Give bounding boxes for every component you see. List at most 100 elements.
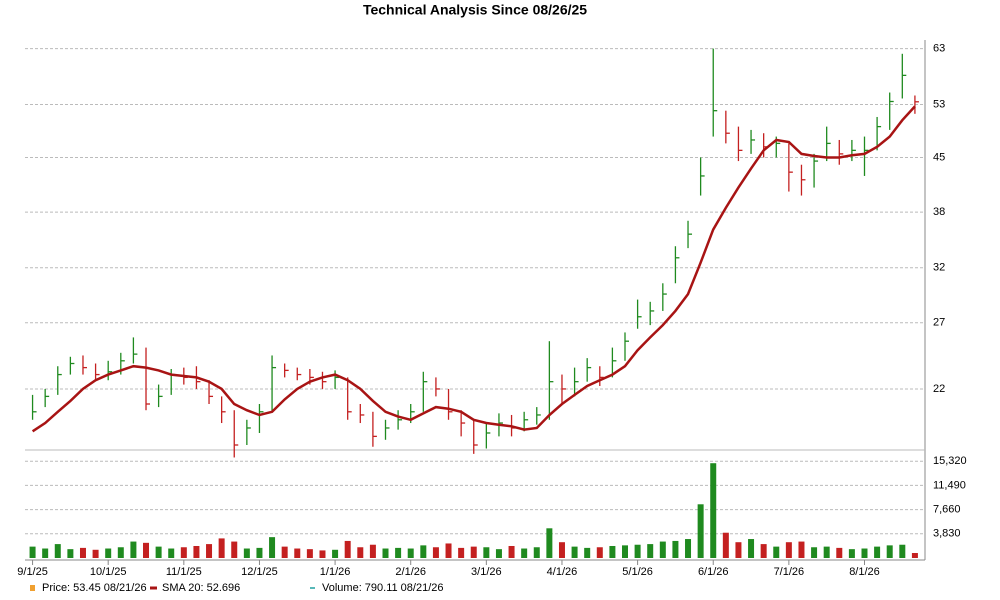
volume-bar [785, 542, 792, 558]
volume-bar [722, 532, 729, 558]
x-tick-label: 12/1/25 [241, 566, 278, 578]
volume-bar [243, 548, 250, 558]
volume-bar [458, 547, 465, 558]
x-tick-label: 7/1/26 [774, 566, 805, 578]
volume-bar [432, 547, 439, 558]
volume-bar [193, 545, 200, 558]
volume-bar [180, 547, 187, 558]
volume-bar [79, 547, 86, 558]
volume-bar [874, 546, 881, 558]
volume-bar [773, 546, 780, 558]
legend-label: Price: 53.45 08/21/26 [42, 582, 147, 594]
x-tick-label: 2/1/26 [395, 566, 426, 578]
volume-bar [294, 548, 301, 558]
volume-bar [206, 544, 213, 558]
volume-bar [42, 548, 49, 558]
volume-bar [281, 546, 288, 558]
volume-bar [382, 548, 389, 558]
y-tick-label: 32 [933, 262, 945, 274]
legend-item: SMA 20: 52.696 [150, 582, 240, 594]
volume-bar [218, 538, 225, 558]
volume-bar [823, 546, 830, 558]
volume-bar [647, 544, 654, 558]
volume-bar [886, 545, 893, 558]
volume-bar [420, 545, 427, 558]
volume-bar [748, 539, 755, 558]
volume-bar [899, 544, 906, 558]
x-tick-label: 1/1/26 [320, 566, 351, 578]
volume-bar [710, 463, 717, 558]
y-tick-label: 53 [933, 98, 945, 110]
volume-tick-label: 15,320 [933, 455, 967, 467]
x-tick-label: 6/1/26 [698, 566, 729, 578]
chart-title: Technical Analysis Since 08/26/25 [363, 2, 587, 18]
volume-tick-label: 11,490 [933, 479, 966, 491]
volume-bar [155, 546, 162, 558]
volume-bar [697, 504, 704, 558]
x-tick-label: 9/1/25 [17, 566, 48, 578]
y-tick-label: 27 [933, 317, 945, 329]
volume-bar [344, 540, 351, 558]
volume-bar [332, 549, 339, 558]
volume-bar [231, 541, 238, 558]
volume-bar [306, 549, 313, 558]
x-tick-label: 8/1/26 [849, 566, 880, 578]
volume-bar [760, 544, 767, 558]
volume-bar [685, 539, 692, 558]
volume-bar [634, 544, 641, 558]
volume-bar [495, 549, 502, 558]
volume-bar [811, 547, 818, 558]
volume-bar [357, 547, 364, 558]
volume-tick-label: 3,830 [933, 528, 961, 540]
volume-bar [546, 528, 553, 558]
legend-item: Volume: 790.11 08/21/26 [310, 582, 444, 594]
y-tick-label: 22 [933, 383, 945, 395]
volume-tick-label: 7,660 [933, 504, 961, 516]
y-tick-label: 63 [933, 43, 945, 55]
y-tick-label: 38 [933, 206, 945, 218]
volume-bar [117, 547, 124, 558]
volume-bar [143, 542, 150, 558]
legend-label: SMA 20: 52.696 [162, 582, 240, 594]
x-tick-label: 10/1/25 [90, 566, 127, 578]
volume-bar [369, 544, 376, 558]
volume-bar [622, 545, 628, 558]
legend-item: Price: 53.45 08/21/26 [30, 582, 147, 594]
volume-bar [798, 541, 805, 558]
volume-bar [558, 542, 565, 558]
volume-bar [67, 549, 74, 558]
volume-bar [130, 541, 137, 558]
volume-bar [105, 548, 112, 558]
volume-bar [848, 549, 855, 558]
legend-label: Volume: 790.11 08/21/26 [322, 582, 444, 594]
volume-bar [596, 547, 603, 558]
volume-bar [168, 548, 175, 558]
x-tick-label: 4/1/26 [547, 566, 578, 578]
volume-bar [319, 550, 326, 558]
volume-bar [256, 547, 263, 558]
volume-bar [407, 548, 414, 558]
volume-bar [659, 541, 666, 558]
y-tick-label: 45 [933, 151, 945, 163]
volume-bar [92, 549, 99, 558]
volume-bar [584, 547, 591, 558]
volume-bar [836, 547, 843, 558]
volume-bar [483, 547, 490, 558]
volume-bar [533, 547, 540, 558]
volume-bar [29, 546, 36, 558]
volume-bar [508, 545, 515, 558]
volume-bar [269, 537, 276, 558]
volume-bar [470, 546, 477, 558]
legend-swatch [30, 585, 35, 591]
volume-bar [54, 544, 61, 558]
volume-bar [911, 553, 918, 558]
volume-bar [571, 546, 578, 558]
x-tick-label: 5/1/26 [622, 566, 653, 578]
x-tick-label: 11/1/25 [166, 566, 202, 578]
sma-line [31, 105, 916, 433]
volume-bar [735, 542, 742, 558]
volume-bar [672, 540, 679, 558]
volume-bar [861, 548, 868, 558]
x-tick-label: 3/1/26 [471, 566, 502, 578]
